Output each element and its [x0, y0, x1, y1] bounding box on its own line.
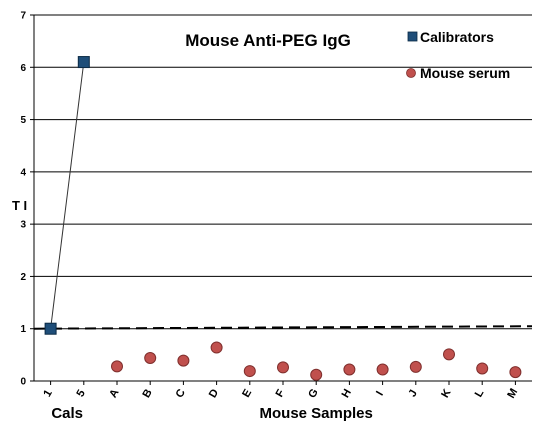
serum-point-A: [111, 360, 123, 373]
serum-point-E: [243, 365, 256, 378]
serum-point-M: [509, 366, 522, 379]
x-tick-label-5: 5: [74, 388, 87, 399]
x-tick-label-C: C: [174, 387, 188, 400]
series-line-0: [50, 61, 85, 329]
x-tick-label-E: E: [240, 387, 254, 399]
x-tick-label-G: G: [306, 387, 321, 400]
x-tick-label-K: K: [439, 387, 453, 400]
calibrator-point-1: [44, 322, 57, 335]
y-tick-label: 1: [20, 324, 26, 335]
legend-mouse-serum-swatch: [406, 68, 416, 78]
serum-point-B: [144, 351, 157, 364]
x-tick-label-L: L: [473, 387, 487, 399]
serum-point-J: [409, 360, 422, 373]
grid-layer: [34, 14, 532, 330]
group-label-layer: Cals Mouse Samples: [51, 405, 373, 422]
legend-calibrators-label: Calibrators: [420, 29, 494, 45]
x-tick-label-D: D: [207, 387, 221, 400]
y-tick-label: 2: [20, 272, 26, 283]
y-tick-label: 4: [20, 167, 26, 178]
serum-point-I: [376, 363, 389, 376]
data-layer: [33, 56, 533, 381]
serum-point-K: [443, 348, 455, 361]
serum-point-L: [476, 362, 489, 375]
calibrator-point-5: [77, 56, 90, 69]
legend: Calibrators Mouse serum: [406, 29, 510, 81]
group-label-0: Cals: [51, 405, 83, 422]
x-tick-label-A: A: [107, 387, 121, 400]
y-tick-label: 3: [20, 220, 26, 231]
serum-point-H: [343, 363, 356, 376]
threshold-line: [33, 325, 533, 330]
x-tick-label-F: F: [274, 387, 288, 399]
y-axis-label: T I: [12, 198, 27, 213]
legend-calibrators-swatch: [407, 31, 418, 42]
serum-point-G: [310, 368, 323, 381]
chart-title: Mouse Anti-PEG IgG: [185, 31, 351, 50]
x-tick-label-M: M: [505, 387, 520, 401]
group-label-1: Mouse Samples: [260, 405, 373, 422]
serum-point-F: [277, 361, 289, 374]
y-tick-label: 7: [20, 11, 26, 22]
axis-layer: 0 1 2 3 4 5 6 7 1 5 A B C D E F G H I J K L M: [20, 11, 532, 401]
x-tick-label-B: B: [140, 387, 154, 400]
x-tick-label-1: 1: [41, 388, 54, 399]
serum-point-D: [210, 341, 223, 354]
x-tick-label-I: I: [374, 389, 386, 398]
y-tick-label: 6: [20, 63, 26, 74]
y-tick-label: 0: [20, 377, 26, 388]
legend-mouse-serum-label: Mouse serum: [420, 65, 510, 81]
x-tick-label-J: J: [406, 388, 419, 399]
serum-point-C: [177, 354, 190, 367]
y-tick-label: 5: [20, 115, 26, 126]
x-tick-label-H: H: [340, 387, 354, 400]
